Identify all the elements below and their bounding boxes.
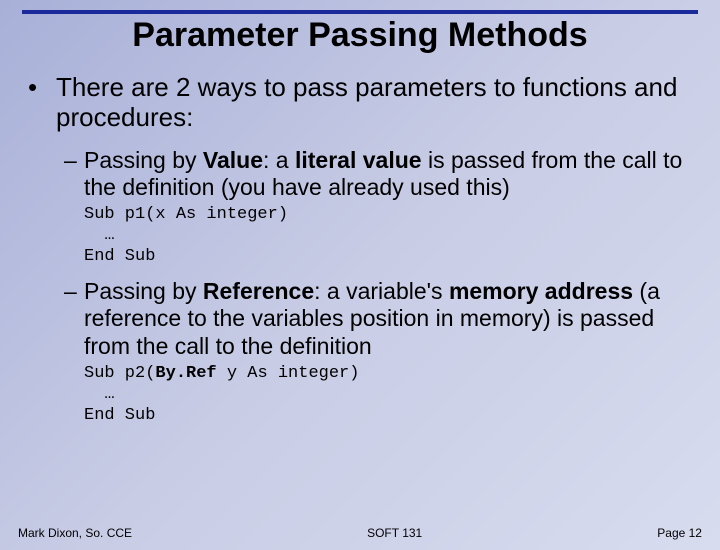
title-rule [22, 10, 698, 14]
keyword-reference: Reference [203, 278, 314, 304]
list-item: – Passing by Value: a literal value is p… [64, 147, 692, 202]
footer: Mark Dixon, So. CCE SOFT 131 Page 12 [0, 526, 720, 540]
dash-icon: – [64, 278, 84, 361]
text-frag: Passing by [84, 147, 203, 173]
code-line: y As integer) [217, 364, 360, 383]
footer-left: Mark Dixon, So. CCE [18, 526, 132, 540]
keyword-value: Value [203, 147, 263, 173]
text-frag: Passing by [84, 278, 203, 304]
code-line: End Sub [84, 247, 155, 266]
keyword-literal: literal value [295, 147, 422, 173]
list-item: – Passing by Reference: a variable's mem… [64, 278, 692, 361]
text-frag: : a variable's [314, 278, 449, 304]
code-block: Sub p2(By.Ref y As integer) … End Sub [84, 363, 692, 427]
code-line: Sub p2( [84, 364, 155, 383]
code-line: … [104, 226, 114, 245]
item-text: Passing by Value: a literal value is pas… [84, 147, 692, 202]
keyword-memaddr: memory address [449, 278, 633, 304]
code-line: End Sub [84, 406, 155, 425]
intro-text: There are 2 ways to pass parameters to f… [56, 73, 692, 133]
code-keyword-byref: By.Ref [155, 364, 216, 383]
footer-center: SOFT 131 [367, 526, 422, 540]
item-text: Passing by Reference: a variable's memor… [84, 278, 692, 361]
code-line: Sub p1(x As integer) [84, 205, 288, 224]
bullet-symbol: • [28, 73, 56, 133]
page-title: Parameter Passing Methods [0, 16, 720, 55]
code-line: … [104, 385, 114, 404]
content-area: • There are 2 ways to pass parameters to… [0, 73, 720, 426]
intro-bullet: • There are 2 ways to pass parameters to… [28, 73, 692, 133]
dash-icon: – [64, 147, 84, 202]
code-block: Sub p1(x As integer) … End Sub [84, 204, 692, 268]
footer-right: Page 12 [657, 526, 702, 540]
text-frag: : a [263, 147, 295, 173]
